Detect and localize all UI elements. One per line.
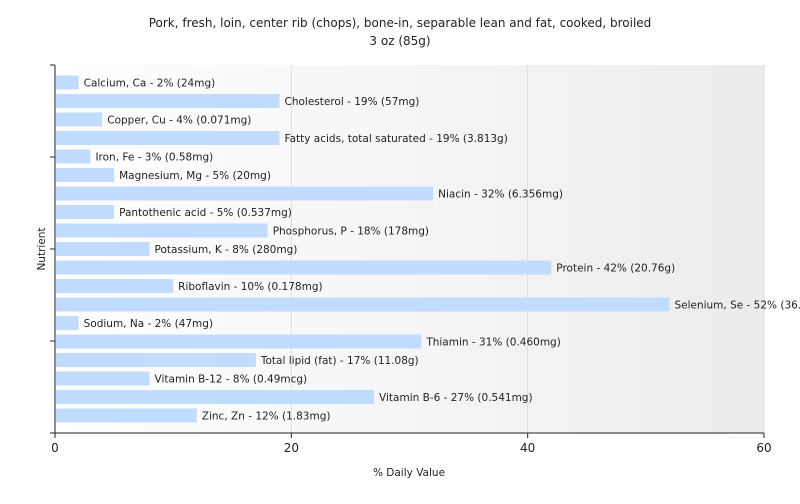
chart-title: Pork, fresh, loin, center rib (chops), b… xyxy=(149,16,652,30)
bar-label: Thiamin - 31% (0.460mg) xyxy=(425,337,561,349)
bar-label: Niacin - 32% (6.356mg) xyxy=(438,189,563,201)
bar xyxy=(56,297,670,312)
x-tick-label: 40 xyxy=(520,441,535,455)
bar xyxy=(56,260,552,275)
bar-label: Copper, Cu - 4% (0.071mg) xyxy=(107,115,251,127)
bar-labels: Calcium, Ca - 2% (24mg) Cholesterol - 19%… xyxy=(84,78,800,423)
bar xyxy=(56,371,150,386)
y-axis-title: Nutrient xyxy=(36,227,48,270)
bar xyxy=(56,408,197,423)
bar-label: Phosphorus, P - 18% (178mg) xyxy=(273,226,429,238)
bar-label: Riboflavin - 10% (0.178mg) xyxy=(178,281,322,293)
bar-label: Magnesium, Mg - 5% (20mg) xyxy=(119,170,271,182)
bar-label: Pantothenic acid - 5% (0.537mg) xyxy=(119,207,292,219)
x-tick-label: 20 xyxy=(284,441,299,455)
bar-label: Zinc, Zn - 12% (1.83mg) xyxy=(202,411,331,423)
bar-label: Vitamin B-12 - 8% (0.49mcg) xyxy=(155,374,308,386)
bar xyxy=(56,316,79,330)
bar xyxy=(56,149,91,164)
axes xyxy=(50,64,764,434)
chart-subtitle: 3 oz (85g) xyxy=(369,34,430,48)
bar-label: Protein - 42% (20.76g) xyxy=(556,263,675,275)
x-ticks: 0 20 40 60 xyxy=(51,433,772,455)
bar-label: Vitamin B-6 - 27% (0.541mg) xyxy=(379,392,533,404)
bars xyxy=(56,75,670,423)
bar-label: Selenium, Se - 52% (36.4mcg) xyxy=(674,300,800,312)
x-axis-title: % Daily Value xyxy=(373,467,445,479)
bar xyxy=(56,223,268,238)
x-tick-label: 60 xyxy=(756,441,771,455)
x-tick-label: 0 xyxy=(51,441,59,455)
bar-label: Total lipid (fat) - 17% (11.08g) xyxy=(260,355,419,367)
bar-label: Fatty acids, total saturated - 19% (3.81… xyxy=(285,133,508,145)
bar xyxy=(56,186,434,201)
bar xyxy=(56,131,280,145)
bar xyxy=(56,334,422,349)
grid-lines xyxy=(290,65,765,433)
bar xyxy=(56,112,103,127)
bar xyxy=(56,279,174,293)
bar-label: Iron, Fe - 3% (0.58mg) xyxy=(95,152,213,164)
bar-label: Calcium, Ca - 2% (24mg) xyxy=(84,78,216,90)
bar xyxy=(56,205,115,219)
bar xyxy=(56,353,256,367)
bar xyxy=(56,390,375,404)
bar xyxy=(56,94,280,108)
bar xyxy=(56,168,115,182)
bar xyxy=(56,242,150,256)
plot-area xyxy=(55,65,764,433)
bar-label: Potassium, K - 8% (280mg) xyxy=(155,244,298,256)
bar-label: Sodium, Na - 2% (47mg) xyxy=(84,318,213,330)
bar-label: Cholesterol - 19% (57mg) xyxy=(285,96,420,108)
bar xyxy=(56,75,79,90)
